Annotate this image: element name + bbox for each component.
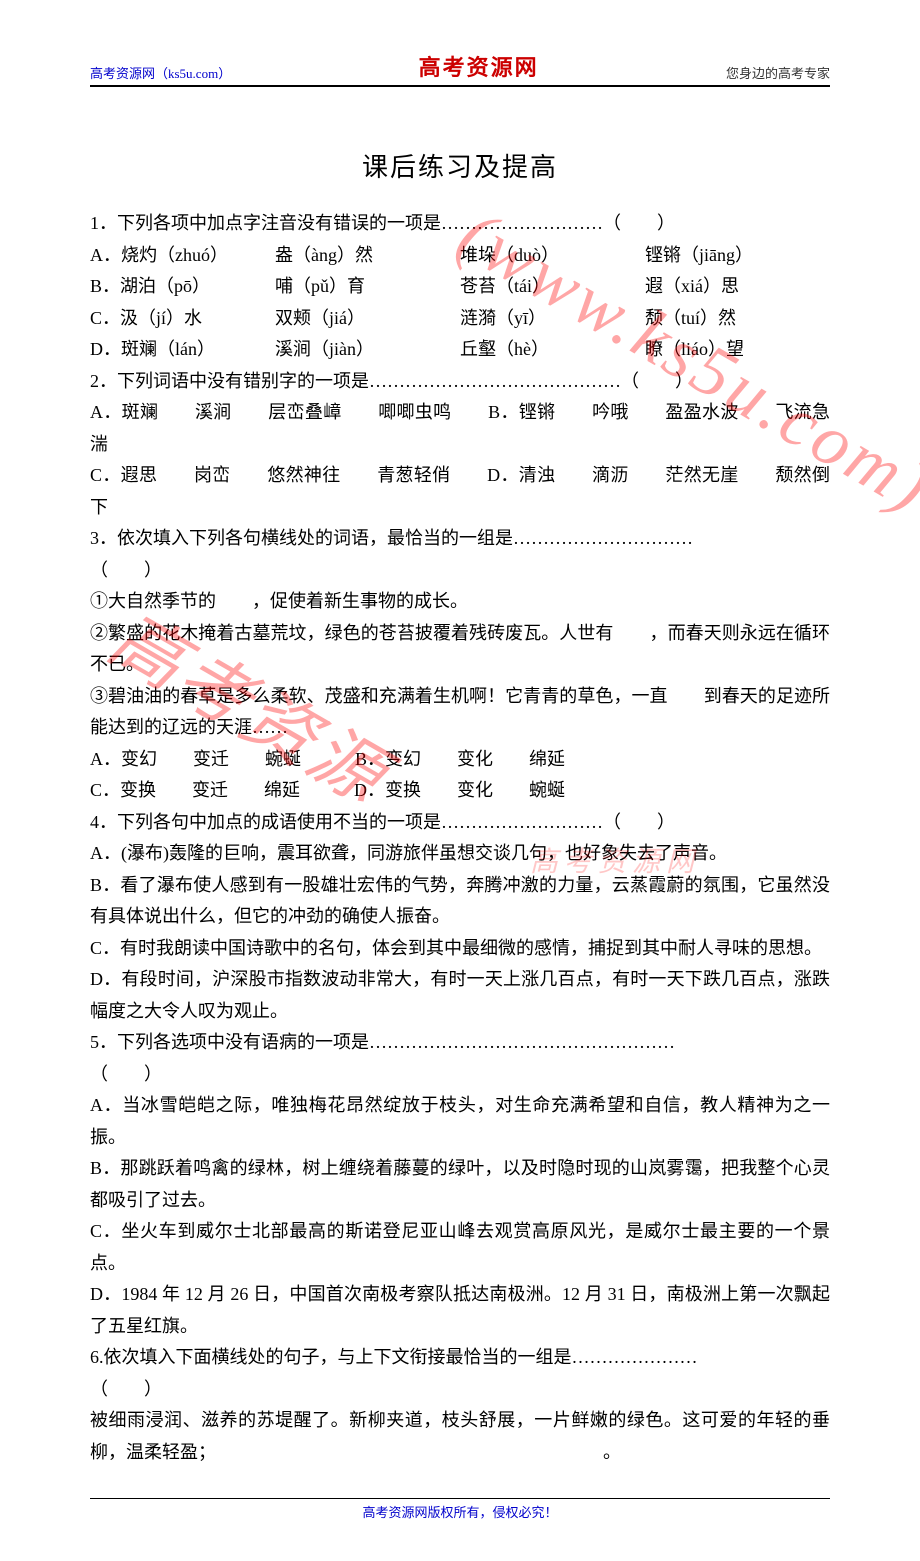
q1-c3: 涟漪（yī）	[460, 303, 645, 335]
q6-stem2: （ ）	[90, 1374, 830, 1406]
header-right: 您身边的高考专家	[726, 63, 830, 82]
page-footer: 高考资源网版权所有，侵权必究！	[90, 1498, 830, 1521]
q1-stem: 1．下列各项中加点字注音没有错误的一项是………………………（ ）	[90, 208, 830, 240]
q1-c2: 双颊（jiá）	[275, 303, 460, 335]
q1-b3: 苍苔（tái）	[460, 271, 645, 303]
q1-row-b: B．湖泊（pō） 哺（pǔ）育 苍苔（tái） 遐（xiá）思	[90, 271, 830, 303]
q1-a1: A．烧灼（zhuó）	[90, 240, 275, 272]
q1-a2: 盎（àng）然	[275, 240, 460, 272]
document-title: 课后练习及提高	[90, 147, 830, 184]
q1-b2: 哺（pǔ）育	[275, 271, 460, 303]
q1-a3: 堆垛（duò）	[460, 240, 645, 272]
page-container: (www.ks5u.com) 高考资源 高考资源网 高考资源网（ks5u.com…	[0, 0, 920, 1561]
q5-a: A．当冰雪皑皑之际，唯独梅花昂然绽放于枝头，对生命充满希望和自信，教人精神为之一…	[90, 1090, 830, 1153]
q1-c1: C．汲（jí）水	[90, 303, 275, 335]
q2-stem: 2．下列词语中没有错别字的一项是……………………………………（ ）	[90, 366, 830, 398]
q1-d1: D．斑斓（lán）	[90, 334, 275, 366]
q1-d3: 丘壑（hè）	[460, 334, 645, 366]
q5-d: D．1984 年 12 月 26 日，中国首次南极考察队抵达南极洲。12 月 3…	[90, 1279, 830, 1342]
q1-row-a: A．烧灼（zhuó） 盎（àng）然 堆垛（duò） 铿锵（jiāng）	[90, 240, 830, 272]
q5-stem2: （ ）	[90, 1059, 830, 1091]
q4-c: C．有时我朗读中国诗歌中的名句，体会到其中最细微的感情，捕捉到其中耐人寻味的思想…	[90, 933, 830, 965]
q4-stem: 4．下列各句中加点的成语使用不当的一项是………………………（ ）	[90, 807, 830, 839]
q1-d4: 瞭（liáo）望	[645, 334, 830, 366]
q3-s3: ③碧油油的春草是多么柔软、茂盛和充满着生机啊！它青青的草色，一直 到春天的足迹所…	[90, 681, 830, 744]
q1-a4: 铿锵（jiāng）	[645, 240, 830, 272]
q1-row-c: C．汲（jí）水 双颊（jiá） 涟漪（yī） 颓（tuí）然	[90, 303, 830, 335]
q3-options: A．变幻 变迁 蜿蜒 B．变幻 变化 绵延 C．变换 变迁 绵延 D．变换 变化…	[90, 744, 830, 807]
document-body: 1．下列各项中加点字注音没有错误的一项是………………………（ ） A．烧灼（zh…	[90, 208, 830, 1468]
q1-c4: 颓（tuí）然	[645, 303, 830, 335]
q1-b4: 遐（xiá）思	[645, 271, 830, 303]
q2-line2: C．遐思 岗峦 悠然神往 青葱轻俏 D．清浊 滴沥 茫然无崖 颓然倒下	[90, 460, 830, 523]
q4-a: A．(瀑布)轰隆的巨响，震耳欲聋，同游旅伴虽想交谈几句，也好象失去了声音。	[90, 838, 830, 870]
q3-stem1: 3．依次填入下列各句横线处的词语，最恰当的一组是…………………………	[90, 523, 830, 555]
q6-stem1: 6.依次填入下面横线处的句子，与上下文衔接最恰当的一组是…………………	[90, 1342, 830, 1374]
q6-passage: 被细雨浸润、滋养的苏堤醒了。新柳夹道，枝头舒展，一片鲜嫩的绿色。这可爱的年轻的垂…	[90, 1405, 830, 1468]
header-center-logo: 高考资源网	[419, 50, 539, 82]
q1-row-d: D．斑斓（lán） 溪涧（jiàn） 丘壑（hè） 瞭（liáo）望	[90, 334, 830, 366]
q5-stem1: 5．下列各选项中没有语病的一项是……………………………………………	[90, 1027, 830, 1059]
q4-d: D．有段时间，沪深股市指数波动非常大，有时一天上涨几百点，有时一天下跌几百点，涨…	[90, 964, 830, 1027]
q3-stem2: （ ）	[90, 555, 830, 587]
q5-b: B．那跳跃着鸣禽的绿林，树上缠绕着藤蔓的绿叶，以及时隐时现的山岚雾霭，把我整个心…	[90, 1153, 830, 1216]
q3-s1: ①大自然季节的 ，促使着新生事物的成长。	[90, 586, 830, 618]
header-left: 高考资源网（ks5u.com）	[90, 63, 231, 82]
q5-c: C．坐火车到威尔士北部最高的斯诺登尼亚山峰去观赏高原风光，是威尔士最主要的一个景…	[90, 1216, 830, 1279]
q1-d2: 溪涧（jiàn）	[275, 334, 460, 366]
q2-line1: A．斑斓 溪涧 层峦叠嶂 唧唧虫鸣 B．铿锵 吟哦 盈盈水波 飞流急湍	[90, 397, 830, 460]
q3-s2: ②繁盛的花木掩着古墓荒坟，绿色的苍苔披覆着残砖废瓦。人世有 ，而春天则永远在循环…	[90, 618, 830, 681]
q1-b1: B．湖泊（pō）	[90, 271, 275, 303]
page-header: 高考资源网（ks5u.com） 高考资源网 您身边的高考专家	[90, 50, 830, 87]
q4-b: B．看了瀑布使人感到有一股雄壮宏伟的气势，奔腾冲激的力量，云蒸霞蔚的氛围，它虽然…	[90, 870, 830, 933]
